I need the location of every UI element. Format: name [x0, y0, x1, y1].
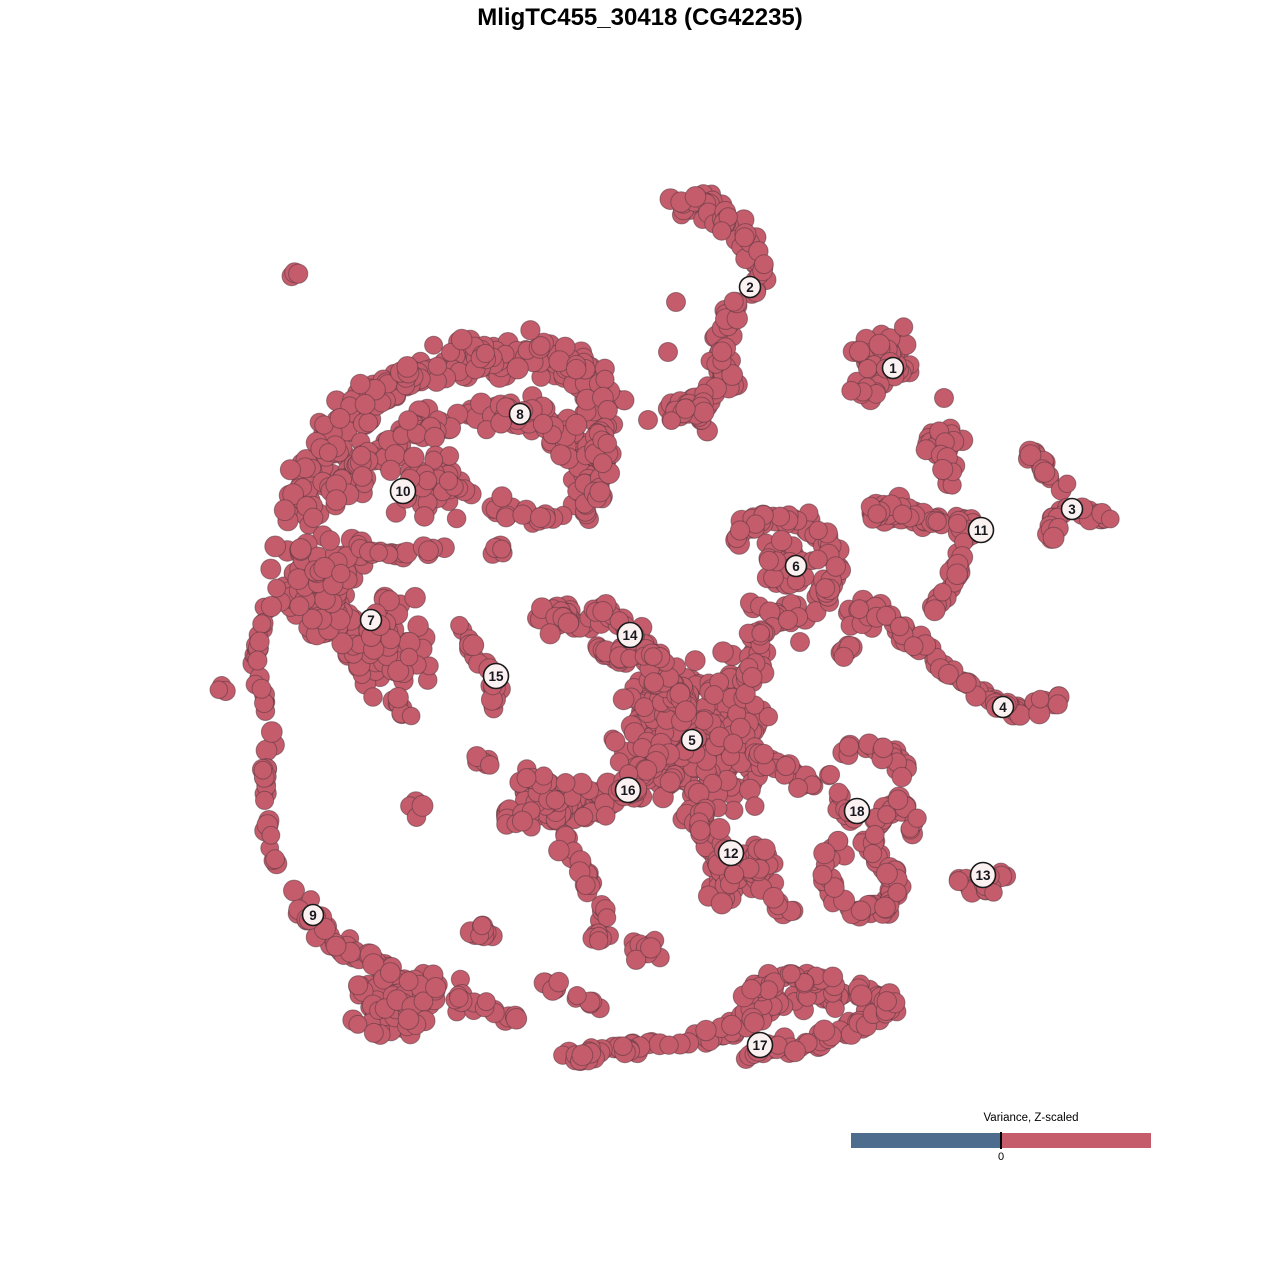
- svg-text:8: 8: [516, 407, 524, 422]
- svg-text:14: 14: [622, 628, 638, 643]
- cluster-badge: 16: [614, 776, 642, 804]
- cluster-badge: 9: [301, 903, 325, 927]
- svg-text:1: 1: [889, 361, 897, 376]
- legend-colorbar-negative: [851, 1133, 1001, 1148]
- legend-tick: [1000, 1132, 1002, 1149]
- cluster-badge: 4: [991, 695, 1015, 719]
- cluster-badge: 2: [738, 275, 762, 299]
- svg-text:10: 10: [395, 484, 410, 499]
- legend-title: Variance, Z-scaled: [983, 1112, 1079, 1124]
- data-points: [209, 184, 1120, 1072]
- cluster-badge: 8: [508, 402, 532, 426]
- cluster-badge: 3: [1060, 497, 1084, 521]
- cluster-badge: 5: [680, 728, 704, 752]
- legend-colorbar-positive: [1001, 1133, 1151, 1148]
- cluster-badge: 15: [482, 662, 510, 690]
- cluster-badge: 18: [843, 797, 871, 825]
- svg-text:9: 9: [309, 908, 317, 923]
- svg-text:15: 15: [488, 669, 504, 684]
- cluster-badge: 12: [717, 839, 745, 867]
- cluster-badge: 6: [784, 554, 808, 578]
- legend-colorbar: [851, 1133, 1151, 1148]
- svg-text:17: 17: [752, 1038, 767, 1053]
- cluster-badge: 10: [389, 477, 417, 505]
- svg-text:13: 13: [975, 868, 991, 883]
- svg-text:6: 6: [792, 559, 800, 574]
- svg-text:2: 2: [746, 280, 754, 295]
- plot-title: MligTC455_30418 (CG42235): [477, 4, 803, 31]
- svg-text:7: 7: [367, 613, 375, 628]
- cluster-badge: 14: [616, 621, 644, 649]
- svg-text:16: 16: [620, 783, 636, 798]
- svg-text:18: 18: [849, 804, 865, 819]
- cluster-badge: 7: [359, 608, 383, 632]
- svg-text:4: 4: [999, 700, 1007, 715]
- cluster-badge: 17: [746, 1031, 774, 1059]
- svg-text:3: 3: [1068, 502, 1076, 517]
- cluster-badge: 13: [969, 861, 997, 889]
- cluster-badge: 11: [967, 516, 995, 544]
- cluster-badge: 1: [881, 356, 905, 380]
- legend-tick-label: 0: [997, 1151, 1005, 1163]
- svg-text:5: 5: [688, 733, 696, 748]
- svg-text:12: 12: [723, 846, 738, 861]
- svg-text:11: 11: [974, 523, 989, 538]
